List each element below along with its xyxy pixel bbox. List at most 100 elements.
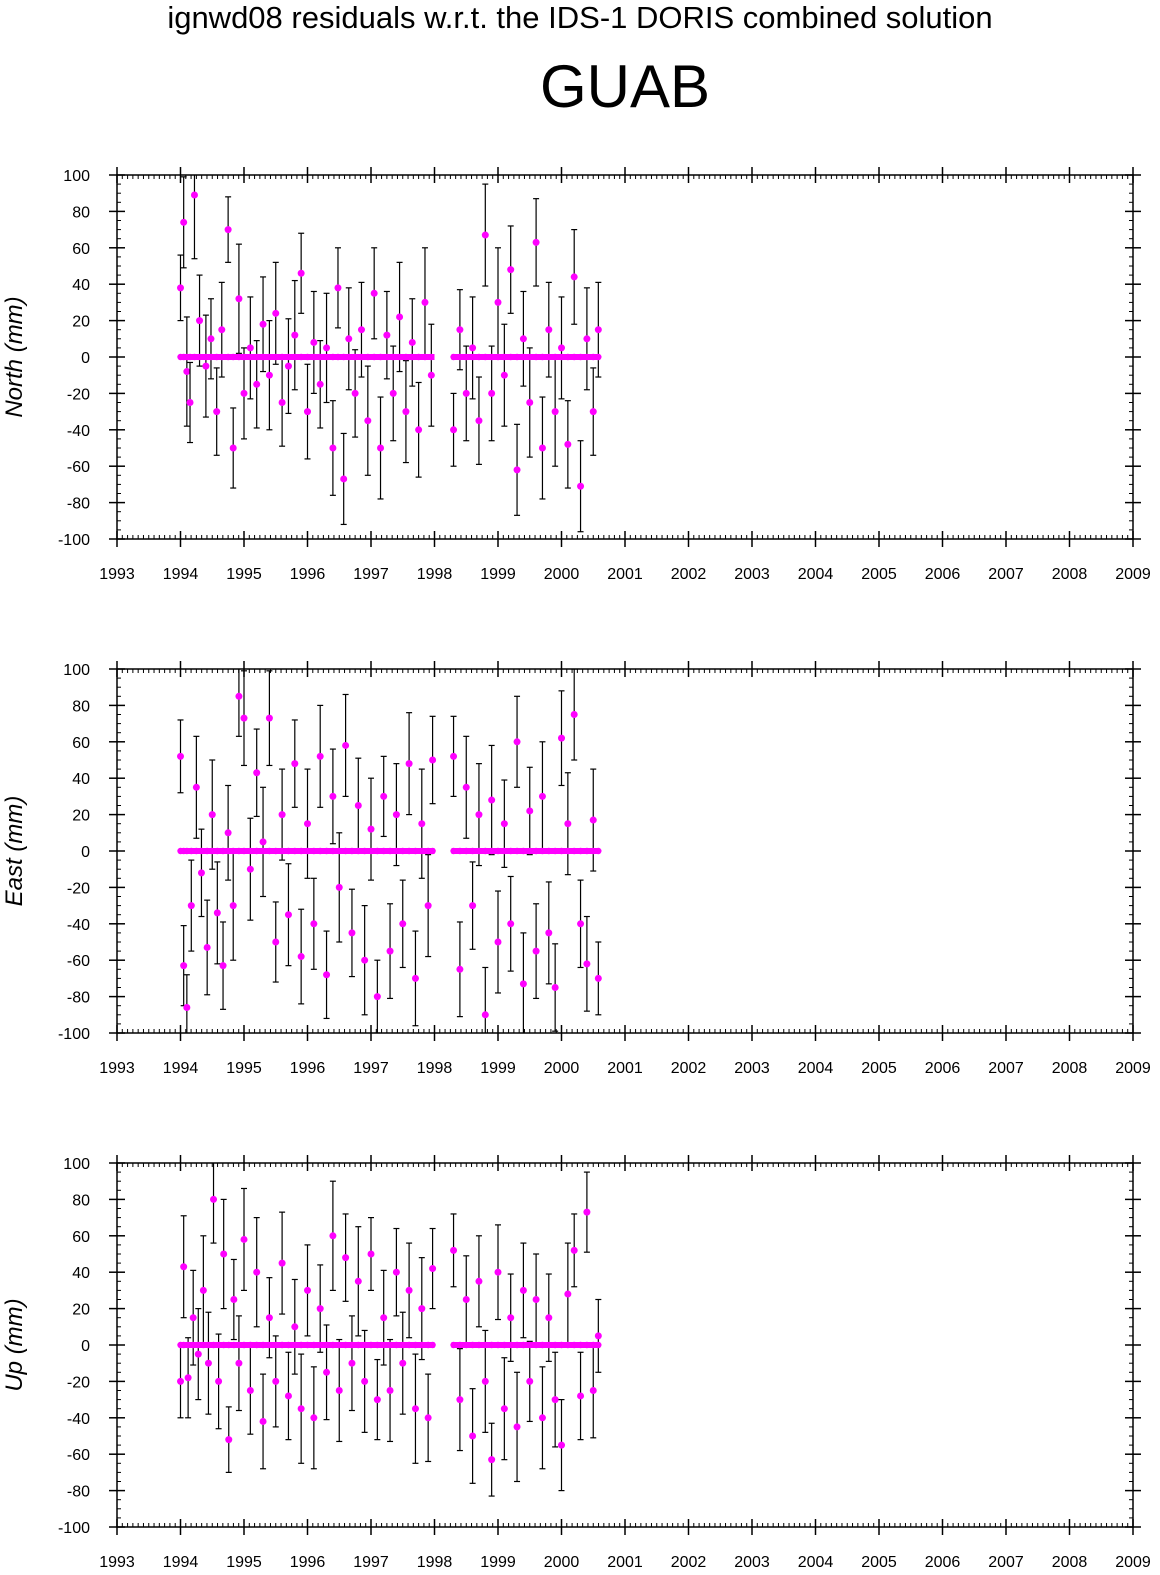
up-data-point <box>310 1414 318 1422</box>
east-y-tick-label: -80 <box>67 990 90 1007</box>
up-x-tick-label: 1994 <box>163 1554 199 1571</box>
east-data-point <box>272 938 280 946</box>
north-data-point <box>196 317 204 325</box>
east-data-point <box>488 796 496 804</box>
north-data-point <box>415 426 423 434</box>
north-y-tick-label: -20 <box>67 386 90 403</box>
up-x-tick-label: 1996 <box>290 1554 326 1571</box>
up-x-tick-label: 2007 <box>988 1554 1024 1571</box>
east-data-point <box>513 738 521 746</box>
up-y-axis-label: Up (mm) <box>1 1298 28 1391</box>
north-x-tick-label: 1999 <box>480 566 516 583</box>
east-data-point <box>367 825 375 833</box>
east-data-point <box>259 838 267 846</box>
up-data-point <box>456 1396 464 1404</box>
up-data-point <box>450 1246 458 1254</box>
north-data-point <box>577 482 585 490</box>
up-data-point <box>570 1246 578 1254</box>
north-data-point <box>304 408 311 416</box>
up-data-point <box>291 1323 299 1331</box>
up-data-point <box>551 1396 559 1404</box>
up-y-tick-label: 80 <box>72 1192 90 1209</box>
up-y-tick-label: -20 <box>67 1374 90 1391</box>
north-data-point <box>186 399 194 406</box>
up-data-point <box>494 1268 502 1276</box>
up-data-point <box>481 1377 489 1385</box>
north-y-tick-label: 80 <box>72 204 90 221</box>
east-data-point <box>197 869 205 877</box>
north-data-point <box>370 289 378 297</box>
east-data-point <box>424 902 432 910</box>
east-data-point <box>329 792 337 800</box>
north-data-point <box>564 440 572 448</box>
north-x-tick-label: 1998 <box>417 566 453 583</box>
north-y-tick-label: -40 <box>67 423 90 440</box>
up-y-tick-label: -40 <box>67 1411 90 1428</box>
up-y-tick-label: 40 <box>72 1265 90 1282</box>
page-title: ignwd08 residuals w.r.t. the IDS-1 DORIS… <box>167 0 993 35</box>
north-data-point <box>357 326 365 334</box>
up-x-tick-label: 1999 <box>480 1554 516 1571</box>
up-data-point <box>199 1286 207 1294</box>
east-y-tick-label: 100 <box>63 662 90 679</box>
east-x-tick-label: 2002 <box>671 1060 707 1077</box>
up-data-point <box>230 1296 238 1303</box>
north-data-point <box>316 380 324 388</box>
up-data-point <box>184 1374 192 1382</box>
up-x-tick-label: 1993 <box>99 1554 135 1571</box>
east-x-tick-label: 1993 <box>99 1060 135 1077</box>
north-x-tick-label: 2001 <box>607 566 643 583</box>
up-data-point <box>577 1392 585 1400</box>
north-data-point <box>427 371 435 379</box>
north-x-tick-label: 2008 <box>1052 566 1088 583</box>
north-data-point <box>408 338 416 346</box>
north-data-point <box>218 326 226 334</box>
up-x-tick-label: 2004 <box>798 1554 834 1571</box>
east-data-point <box>348 929 356 937</box>
up-data-point <box>265 1314 273 1322</box>
east-y-tick-label: -40 <box>67 917 90 934</box>
east-data-point <box>177 752 184 760</box>
up-data-point <box>284 1392 292 1400</box>
east-data-point <box>570 711 578 718</box>
up-data-point <box>564 1290 572 1298</box>
east-data-point <box>192 783 200 791</box>
north-data-point <box>475 417 483 425</box>
east-data-point <box>411 974 419 982</box>
east-data-point <box>429 756 437 764</box>
east-data-point <box>500 820 508 828</box>
east-y-tick-label: 0 <box>81 844 90 861</box>
up-data-point <box>538 1414 546 1422</box>
east-data-point <box>545 929 553 937</box>
east-data-point <box>354 802 362 809</box>
up-y-tick-label: 20 <box>72 1302 90 1319</box>
east-x-tick-label: 2000 <box>544 1060 580 1077</box>
up-y-tick-label: -60 <box>67 1447 90 1464</box>
north-y-tick-label: 60 <box>72 241 90 258</box>
east-data-point <box>265 714 273 722</box>
north-data-point <box>488 389 496 397</box>
north-data-point <box>450 426 458 434</box>
up-x-tick-label: 1997 <box>353 1554 389 1571</box>
up-data-point <box>278 1259 286 1267</box>
north-x-tick-label: 2006 <box>925 566 961 583</box>
north-data-point <box>500 371 508 379</box>
up-data-point <box>418 1305 426 1313</box>
up-data-point <box>225 1436 233 1444</box>
north-data-point <box>224 226 232 234</box>
up-data-point <box>259 1417 267 1425</box>
east-data-point <box>213 909 221 917</box>
north-data-point <box>545 326 553 334</box>
east-data-point <box>224 829 232 837</box>
up-y-tick-label: 0 <box>81 1338 90 1355</box>
up-data-point <box>519 1286 527 1294</box>
north-data-point <box>377 444 385 452</box>
east-data-point <box>456 965 464 973</box>
up-data-point <box>361 1377 369 1385</box>
east-data-point <box>469 902 477 910</box>
east-data-point <box>418 820 426 828</box>
north-data-point <box>310 338 318 346</box>
east-x-tick-label: 2001 <box>607 1060 643 1077</box>
up-data-point <box>558 1441 565 1449</box>
north-data-point <box>402 408 410 416</box>
